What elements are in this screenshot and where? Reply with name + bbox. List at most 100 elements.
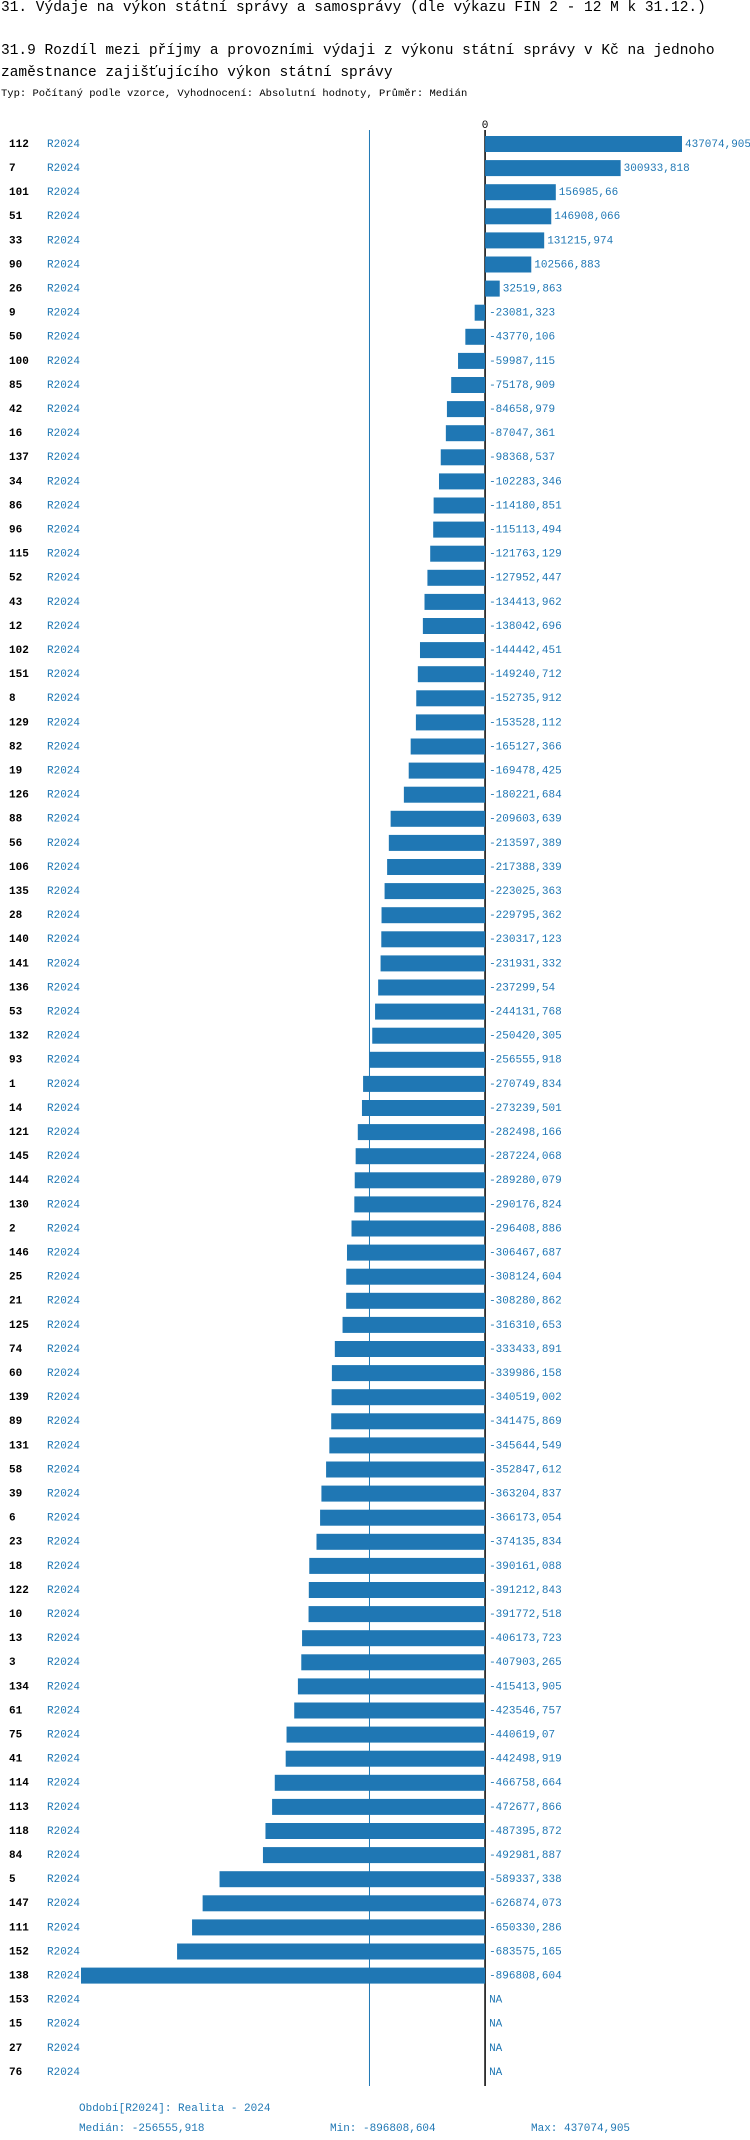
row-label: 50 <box>9 332 22 344</box>
series-label: R2024 <box>47 790 80 802</box>
bar <box>346 1268 486 1285</box>
row-label: 8 <box>9 693 16 705</box>
bar <box>388 834 486 851</box>
value-label: -340519,002 <box>489 1392 562 1404</box>
value-label: -287224,068 <box>489 1151 562 1163</box>
value-label: -87047,361 <box>489 428 555 440</box>
row-label: 147 <box>9 1898 29 1910</box>
bar <box>301 1654 486 1671</box>
series-label: R2024 <box>47 1320 80 1332</box>
series-label: R2024 <box>47 910 80 922</box>
bar <box>177 1943 486 1960</box>
bar <box>363 1075 486 1092</box>
row-label: 112 <box>9 139 29 151</box>
value-label: -440619,07 <box>489 1730 555 1742</box>
series-label: R2024 <box>47 1031 80 1043</box>
value-label: -114180,851 <box>489 500 562 512</box>
value-label: -229795,362 <box>489 910 562 922</box>
row-label: 52 <box>9 573 22 585</box>
bar <box>415 714 486 731</box>
bar <box>485 136 682 152</box>
row-label: 134 <box>9 1681 29 1693</box>
row-label: 146 <box>9 1248 29 1260</box>
bar <box>485 280 500 297</box>
series-label: R2024 <box>47 1007 80 1019</box>
row-label: 21 <box>9 1296 23 1308</box>
bar <box>272 1798 486 1815</box>
bar <box>485 184 556 201</box>
row-label: 121 <box>9 1127 29 1139</box>
value-label: -209603,639 <box>489 814 562 826</box>
bar <box>390 810 486 827</box>
series-label: R2024 <box>47 1946 80 1958</box>
bar <box>326 1461 486 1478</box>
series-label: R2024 <box>47 1175 80 1187</box>
value-label: -333433,891 <box>489 1344 562 1356</box>
value-label: 156985,66 <box>559 187 618 199</box>
value-label: -273239,501 <box>489 1103 562 1115</box>
value-label: 102566,883 <box>534 259 600 271</box>
series-label: R2024 <box>47 1272 80 1284</box>
row-label: 84 <box>9 1850 23 1862</box>
bar <box>192 1919 486 1936</box>
value-label: -115113,494 <box>489 525 562 537</box>
row-label: 106 <box>9 862 29 874</box>
row-label: 144 <box>9 1175 29 1187</box>
value-label: -650330,286 <box>489 1922 562 1934</box>
value-label: -231931,332 <box>489 958 562 970</box>
value-label: -282498,166 <box>489 1127 562 1139</box>
value-label: -98368,537 <box>489 452 555 464</box>
value-label: -75178,909 <box>489 380 555 392</box>
row-label: 14 <box>9 1103 23 1115</box>
row-label: 51 <box>9 211 23 223</box>
row-label: 131 <box>9 1440 29 1452</box>
series-label: R2024 <box>47 934 80 946</box>
value-label: -442498,919 <box>489 1754 562 1766</box>
bar <box>331 1413 486 1430</box>
bar <box>438 473 486 490</box>
series-label: R2024 <box>47 693 80 705</box>
row-label: 19 <box>9 766 22 778</box>
series-label: R2024 <box>47 1103 80 1115</box>
series-label: R2024 <box>47 500 80 512</box>
value-label: -134413,962 <box>489 597 562 609</box>
row-label: 12 <box>9 621 22 633</box>
row-label: 26 <box>9 284 22 296</box>
series-label: R2024 <box>47 669 80 681</box>
bar <box>309 1557 486 1574</box>
row-label: 139 <box>9 1392 29 1404</box>
bar <box>422 618 486 634</box>
value-label: -407903,265 <box>489 1657 562 1669</box>
bar <box>202 1895 486 1912</box>
row-label: 25 <box>9 1272 23 1284</box>
series-label: R2024 <box>47 1223 80 1235</box>
series-label: R2024 <box>47 525 80 537</box>
value-label: -127952,447 <box>489 573 562 585</box>
bar <box>357 1124 486 1141</box>
series-label: R2024 <box>47 211 80 223</box>
series-label: R2024 <box>47 404 80 416</box>
bar <box>285 1750 486 1767</box>
footer-max: Max: 437074,905 <box>531 2123 630 2135</box>
series-label: R2024 <box>47 838 80 850</box>
series-label: R2024 <box>47 308 80 320</box>
series-label: R2024 <box>47 259 80 271</box>
value-label: -230317,123 <box>489 934 562 946</box>
value-label: -390161,088 <box>489 1561 562 1573</box>
row-label: 101 <box>9 187 29 199</box>
value-label: -149240,712 <box>489 669 562 681</box>
value-label: -43770,106 <box>489 332 555 344</box>
value-label: 146908,066 <box>554 211 620 223</box>
bar <box>403 786 486 803</box>
series-label: R2024 <box>47 982 80 994</box>
row-label: 89 <box>9 1416 22 1428</box>
series-label: R2024 <box>47 1874 80 1886</box>
row-label: 58 <box>9 1464 23 1476</box>
row-label: 33 <box>9 235 23 247</box>
row-label: 28 <box>9 910 23 922</box>
value-label: NA <box>489 1995 503 2007</box>
row-label: 60 <box>9 1368 22 1380</box>
row-label: 96 <box>9 525 22 537</box>
row-label: 151 <box>9 669 29 681</box>
bar <box>387 859 486 875</box>
